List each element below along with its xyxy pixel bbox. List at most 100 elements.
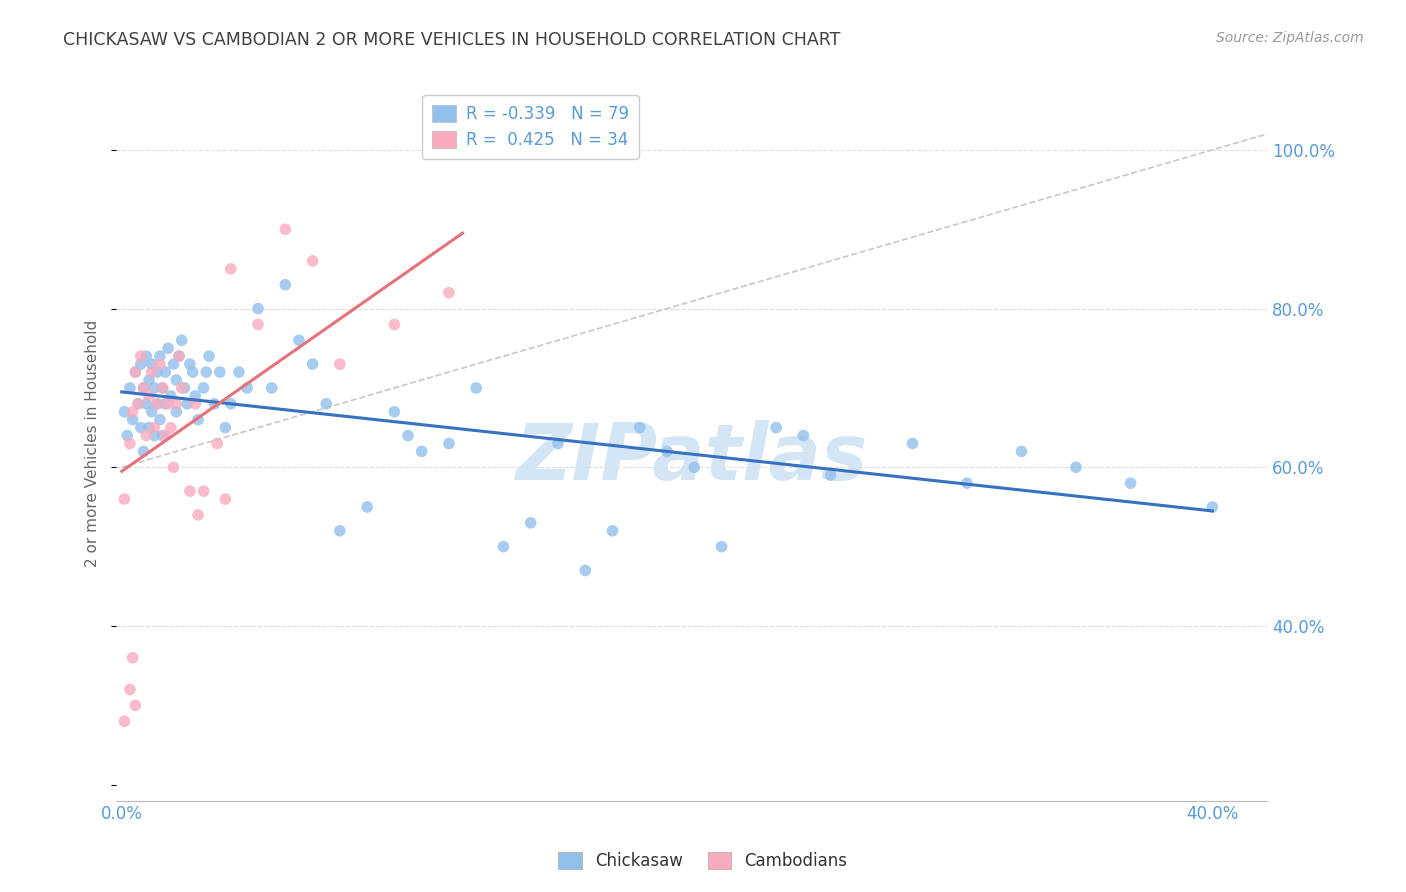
- Point: [315, 397, 337, 411]
- Y-axis label: 2 or more Vehicles in Household: 2 or more Vehicles in Household: [86, 320, 100, 567]
- Point: [157, 397, 180, 411]
- Point: [411, 444, 433, 458]
- Legend: Chickasaw, Cambodians: Chickasaw, Cambodians: [551, 845, 855, 877]
- Point: [152, 381, 174, 395]
- Point: [329, 357, 352, 371]
- Point: [121, 405, 143, 419]
- Point: [179, 484, 201, 499]
- Point: [198, 349, 221, 363]
- Point: [143, 381, 166, 395]
- Point: [114, 405, 136, 419]
- Point: [124, 698, 146, 713]
- Point: [155, 365, 177, 379]
- Point: [149, 349, 172, 363]
- Point: [519, 516, 541, 530]
- Point: [170, 381, 193, 395]
- Point: [129, 420, 152, 434]
- Point: [547, 436, 569, 450]
- Point: [127, 397, 149, 411]
- Point: [132, 381, 155, 395]
- Point: [135, 349, 157, 363]
- Point: [149, 412, 172, 426]
- Point: [574, 564, 596, 578]
- Point: [492, 540, 515, 554]
- Point: [114, 491, 136, 506]
- Point: [138, 373, 160, 387]
- Point: [214, 420, 236, 434]
- Point: [655, 444, 678, 458]
- Point: [162, 460, 184, 475]
- Point: [155, 428, 177, 442]
- Point: [1011, 444, 1033, 458]
- Point: [247, 318, 270, 332]
- Point: [288, 334, 311, 348]
- Point: [179, 357, 201, 371]
- Point: [301, 254, 323, 268]
- Point: [1201, 500, 1223, 514]
- Point: [121, 412, 143, 426]
- Point: [118, 436, 141, 450]
- Point: [114, 714, 136, 729]
- Point: [1064, 460, 1087, 475]
- Point: [820, 468, 842, 483]
- Point: [204, 397, 226, 411]
- Point: [274, 222, 297, 236]
- Point: [167, 349, 190, 363]
- Point: [710, 540, 733, 554]
- Point: [193, 381, 215, 395]
- Point: [141, 357, 163, 371]
- Point: [124, 365, 146, 379]
- Point: [143, 428, 166, 442]
- Point: [219, 397, 242, 411]
- Point: [138, 389, 160, 403]
- Point: [165, 373, 187, 387]
- Point: [118, 682, 141, 697]
- Point: [173, 381, 195, 395]
- Point: [181, 365, 204, 379]
- Point: [167, 349, 190, 363]
- Point: [141, 365, 163, 379]
- Point: [901, 436, 924, 450]
- Point: [184, 389, 207, 403]
- Point: [465, 381, 488, 395]
- Point: [165, 405, 187, 419]
- Point: [260, 381, 283, 395]
- Point: [155, 397, 177, 411]
- Point: [129, 349, 152, 363]
- Point: [152, 428, 174, 442]
- Point: [384, 318, 406, 332]
- Point: [228, 365, 250, 379]
- Point: [146, 397, 169, 411]
- Point: [792, 428, 814, 442]
- Point: [118, 381, 141, 395]
- Point: [329, 524, 352, 538]
- Point: [195, 365, 218, 379]
- Point: [115, 428, 138, 442]
- Point: [214, 491, 236, 506]
- Text: Source: ZipAtlas.com: Source: ZipAtlas.com: [1216, 31, 1364, 45]
- Point: [193, 484, 215, 499]
- Point: [247, 301, 270, 316]
- Point: [170, 334, 193, 348]
- Point: [146, 397, 169, 411]
- Point: [152, 381, 174, 395]
- Point: [138, 420, 160, 434]
- Point: [628, 420, 651, 434]
- Point: [121, 650, 143, 665]
- Point: [208, 365, 231, 379]
- Point: [219, 261, 242, 276]
- Point: [205, 436, 228, 450]
- Point: [187, 508, 209, 522]
- Point: [1119, 476, 1142, 491]
- Point: [356, 500, 378, 514]
- Point: [159, 389, 181, 403]
- Point: [396, 428, 419, 442]
- Point: [437, 285, 460, 300]
- Point: [184, 397, 207, 411]
- Point: [129, 357, 152, 371]
- Point: [165, 397, 187, 411]
- Point: [149, 357, 172, 371]
- Point: [132, 381, 155, 395]
- Point: [157, 341, 180, 355]
- Point: [135, 397, 157, 411]
